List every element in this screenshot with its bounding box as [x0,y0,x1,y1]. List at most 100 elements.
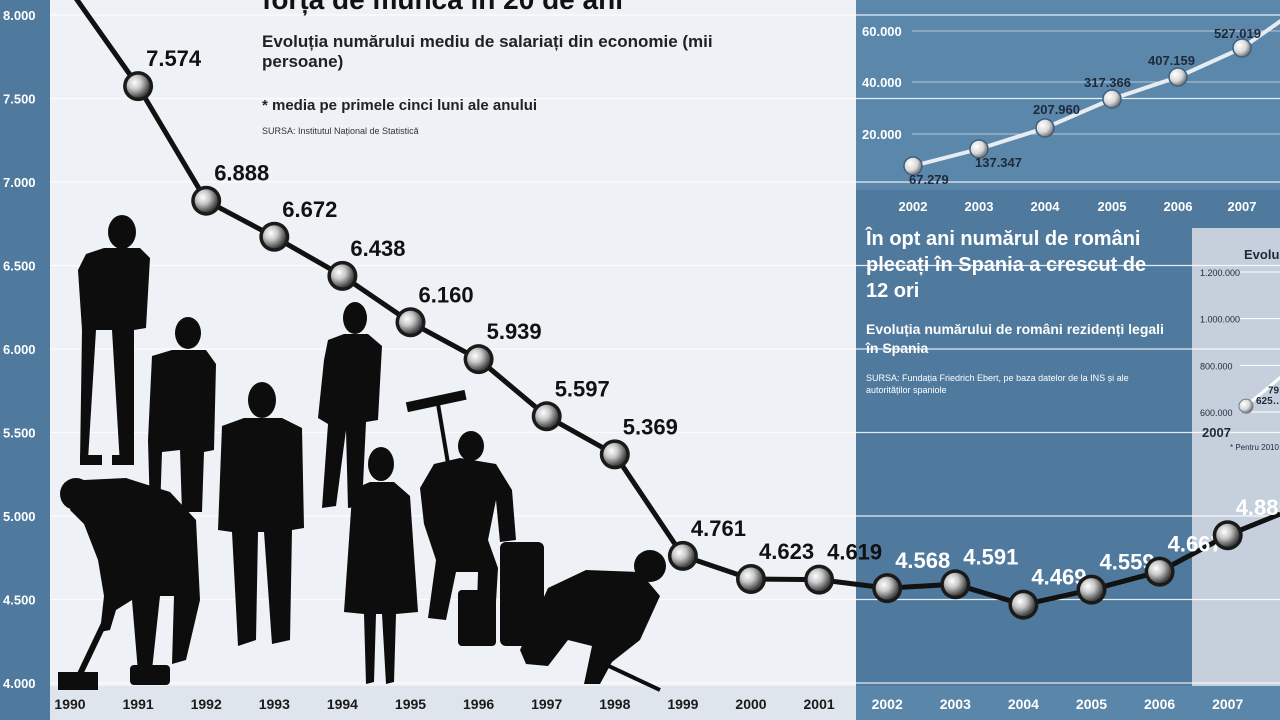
inset-x-tick-label: 2005 [1098,199,1127,214]
x-tick-label: 2002 [872,696,903,712]
data-label: 4.623 [759,539,814,564]
inset-y-tick-label: 60.000 [862,24,902,39]
data-point [194,189,218,213]
data-label: 4.568 [895,548,950,573]
x-tick-label: 1992 [191,696,222,712]
data-label: 4.885 [1236,495,1280,520]
inset-x-tick-label: 2006 [1164,199,1193,214]
y-tick-label: 6.500 [3,259,36,274]
chart-subtitle: Evoluția numărului mediu de salariați di… [262,32,713,71]
silhouette-businessman-1 [78,215,150,465]
inset-data-point [969,139,989,159]
x-axis-band-blue [856,686,1280,720]
silhouette-businessman-3 [218,382,304,646]
x-tick-label: 1997 [531,696,562,712]
data-point [807,568,831,592]
chart-source: SURSA: Institutul Național de Statistică [262,126,419,136]
data-point [739,567,763,591]
spain-chart-title: În opt ani numărul de români plecați în … [866,228,1147,302]
data-point [1148,560,1172,584]
x-tick-label: 2004 [1008,696,1039,712]
silhouette-woman-skirt [344,447,418,684]
inset-data-point [1035,118,1055,138]
data-point [467,347,491,371]
x-tick-label: 1995 [395,696,426,712]
data-point [1216,523,1240,547]
worker-silhouettes [58,215,666,692]
silhouette-businessman-2 [148,317,216,512]
x-tick-label: 2005 [1076,696,1107,712]
data-point [126,74,150,98]
right-data-point [1238,398,1254,414]
data-label: 4.619 [827,540,882,565]
x-tick-label: 1990 [54,696,85,712]
data-point [1011,593,1035,617]
inset-x-tick-label: 2003 [965,199,994,214]
spain-chart-subtitle: Evoluția numărului de români rezidenți l… [866,321,1164,356]
inset-x-tick-label: 2004 [1031,199,1061,214]
data-label: 5.939 [487,319,542,344]
x-tick-label: 1998 [599,696,630,712]
y-tick-label: 5.000 [3,509,36,524]
inset-data-label: 207.960 [1033,102,1080,117]
inset-data-point [903,156,923,176]
data-label: 6.672 [282,197,337,222]
inset-chart-background [856,0,1280,190]
right-chart-title: Evolu… româ… [1244,247,1280,262]
data-label: 6.160 [419,282,474,307]
y-tick-label: 8.000 [3,8,36,23]
data-point [943,572,967,596]
left-axis-strip [0,0,50,720]
data-label: 6.888 [214,161,269,186]
right-data-label: 79… [1268,386,1280,397]
right-y-tick-label: 600.000 [1200,408,1233,418]
inset-x-tick-label: 2007 [1228,199,1257,214]
inset-data-label: 137.347 [975,155,1022,170]
silhouette-painter [405,389,544,646]
inset-data-point [1168,67,1188,87]
data-point [875,576,899,600]
data-point [399,310,422,334]
data-label: 5.369 [623,414,678,439]
right-data-label: 625… [1256,396,1280,407]
y-tick-label: 5.500 [3,426,36,441]
y-tick-label: 7.000 [3,175,36,190]
inset-y-tick-label: 40.000 [862,75,902,90]
inset-x-tick-label: 2002 [899,199,928,214]
data-point [262,225,286,249]
inset-y-tick-label: 20.000 [862,127,902,142]
data-label: 7.574 [146,46,202,71]
x-tick-label: 2006 [1144,696,1175,712]
x-tick-label: 1991 [123,696,154,712]
x-tick-label: 2001 [804,696,835,712]
right-x-tick-label: 2007 [1202,425,1231,440]
y-tick-label: 4.000 [3,676,36,691]
data-label: 4.761 [691,516,746,541]
y-tick-label: 6.000 [3,342,36,357]
data-label: 4.591 [963,544,1018,569]
silhouette-woman-standing [318,302,382,508]
data-point [603,442,627,466]
right-y-tick-label: 1.200.000 [1200,268,1240,278]
inset-data-point [1102,89,1122,109]
right-y-tick-label: 800.000 [1200,361,1233,371]
x-tick-label: 1999 [667,696,698,712]
chart-title: forța de muncă în 20 de ani [262,0,623,16]
data-point [535,404,559,428]
inset-data-label: 317.366 [1084,75,1131,90]
spain-chart-source: SURSA: Fundația Friedrich Ebert, pe baza… [866,373,1129,395]
y-tick-label: 7.500 [3,92,36,107]
right-series-line [1245,375,1280,408]
data-point [671,544,695,568]
data-point [330,264,354,288]
silhouette-crouching-worker [520,550,666,692]
inset-data-point [1232,38,1252,58]
x-tick-label: 2007 [1212,696,1243,712]
right-chart-note: * Pentru 2010 și 2… ambasadorul R… [1230,443,1280,452]
silhouette-worker-shovel [58,478,200,690]
y-tick-label: 4.500 [3,593,36,608]
x-tick-label: 2003 [940,696,971,712]
inset-data-label: 527.019 [1214,26,1261,41]
x-tick-label: 2000 [735,696,766,712]
x-tick-label: 1993 [259,696,290,712]
